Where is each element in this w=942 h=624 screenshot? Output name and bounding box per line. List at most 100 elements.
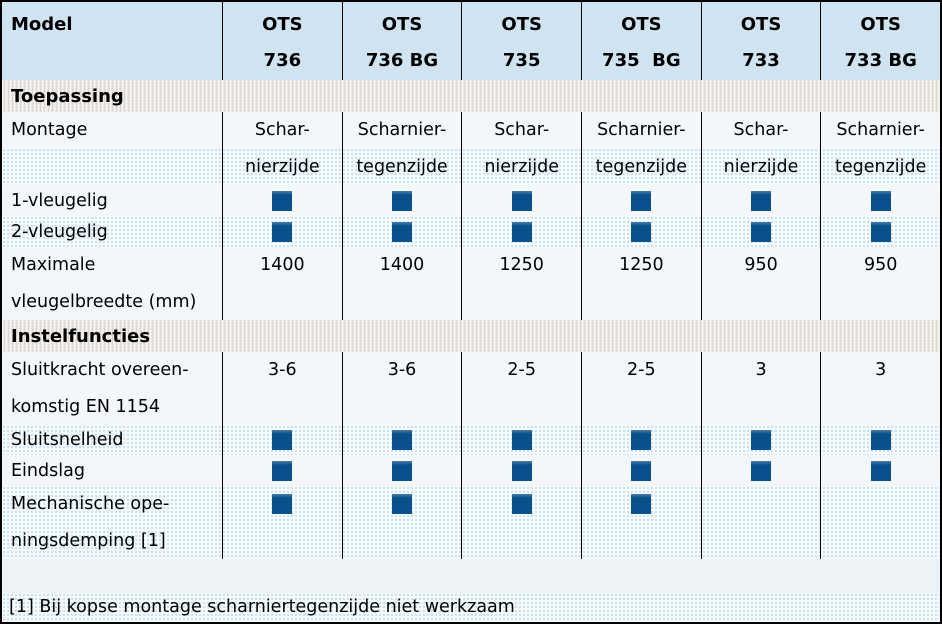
row-label-line: Maximale [11, 255, 96, 275]
value-cell: tegenzijde [820, 148, 940, 185]
square-marker-icon [631, 190, 652, 211]
value-cell: 1250 [461, 247, 581, 320]
table-gap [2, 559, 940, 593]
cell-text: 2-5 [627, 360, 656, 380]
cell-text: 1250 [619, 255, 664, 275]
value-cell [461, 425, 581, 455]
value-cell: Scharnier- [581, 112, 701, 148]
cell-text: 1250 [499, 255, 544, 275]
square-marker-icon [631, 430, 652, 450]
footnote-row: [1] Bij kopse montage scharniertegenzijd… [2, 593, 940, 621]
square-marker-icon [272, 460, 293, 481]
model-header-line2: 736 BG [365, 50, 439, 71]
value-cell [820, 185, 940, 216]
square-marker-icon [392, 221, 412, 242]
row-label-cell: Sluitkracht overeen-komstig EN 1154 [2, 352, 222, 425]
row-label-cell: Maximale vleugelbreedte (mm) [2, 247, 222, 320]
row-label-line: 1-vleugelig [11, 190, 108, 211]
value-cell: 950 [700, 247, 821, 320]
model-header-cell-1: OTS 736 [222, 2, 342, 80]
row-label-cell [2, 148, 222, 185]
square-marker-icon [511, 494, 532, 514]
row-label-line: komstig EN 1154 [11, 396, 161, 417]
square-marker-icon [511, 460, 532, 481]
cell-text: Scharnier- [597, 120, 686, 140]
square-marker-icon [751, 190, 772, 211]
square-marker-icon [272, 494, 293, 514]
cell-text: Schar- [254, 120, 310, 140]
cell-text: 1400 [379, 255, 425, 275]
square-marker-icon [272, 221, 293, 242]
table-row: 1-vleugelig [2, 185, 940, 216]
cell-text: Schar- [733, 120, 789, 140]
value-cell: 3-6 [341, 352, 462, 425]
model-header-line2: 733 BG [844, 50, 917, 71]
square-marker-icon [870, 221, 891, 242]
model-header-line1: OTS [860, 14, 901, 35]
cell-text: 3-6 [387, 360, 417, 380]
value-cell [820, 216, 940, 247]
square-marker-icon [631, 221, 652, 242]
section-title: Instelfuncties [11, 325, 151, 347]
table-row: Eindslag [2, 455, 940, 486]
row-label-line: Sluitkracht overeen- [11, 360, 189, 380]
value-cell: 3 [820, 352, 940, 425]
square-marker-icon [272, 190, 293, 211]
model-header-cell-5: OTS 733 [700, 2, 821, 80]
value-cell [820, 486, 940, 559]
square-marker-icon [392, 190, 412, 211]
value-cell [341, 486, 462, 559]
model-header-label: Model [11, 14, 73, 35]
table-row: Sluitkracht overeen-komstig EN 1154 3-6 3-… [2, 352, 940, 425]
row-label-cell: Montage [2, 112, 222, 148]
square-marker-icon [870, 430, 891, 450]
value-cell [581, 425, 701, 455]
cell-text: 3-6 [268, 360, 297, 380]
cell-text: Schar- [494, 120, 550, 140]
value-cell [341, 216, 462, 247]
value-cell [820, 455, 940, 486]
value-cell [581, 185, 701, 216]
value-cell [461, 455, 581, 486]
value-cell [341, 185, 462, 216]
cell-text: Scharnier- [357, 120, 447, 140]
value-cell: 3 [700, 352, 821, 425]
model-header-line1: OTS [501, 14, 542, 35]
row-label-cell: 1-vleugelig [2, 185, 222, 216]
section-row: Toepassing [2, 80, 940, 112]
value-cell: 1250 [581, 247, 701, 320]
square-marker-icon [751, 221, 772, 242]
value-cell [461, 185, 581, 216]
footnote-text: [1] Bij kopse montage scharniertegenzijd… [9, 597, 515, 617]
cell-text: 950 [744, 255, 778, 275]
value-cell [820, 425, 940, 455]
table-row: nierzijde tegenzijde nierzijde tegenzijde ni… [2, 148, 940, 185]
square-marker-icon [392, 430, 412, 450]
square-marker-icon [751, 460, 772, 481]
value-cell: nierzijde [461, 148, 581, 185]
square-marker-icon [511, 221, 532, 242]
value-cell: 2-5 [461, 352, 581, 425]
square-marker-icon [511, 190, 532, 211]
value-cell [700, 455, 821, 486]
value-cell [700, 216, 821, 247]
square-marker-icon [511, 430, 532, 450]
square-marker-icon [631, 460, 652, 481]
value-cell [341, 425, 462, 455]
table-row: 2-vleugelig [2, 216, 940, 247]
model-header-cell-2: OTS 736 BG [341, 2, 462, 80]
value-cell [341, 455, 462, 486]
value-cell [222, 486, 342, 559]
value-cell: Schar- [700, 112, 821, 148]
square-marker-icon [392, 460, 412, 481]
square-marker-icon [870, 460, 891, 481]
value-cell [222, 185, 342, 216]
value-cell: 3-6 [222, 352, 342, 425]
value-cell: nierzijde [222, 148, 342, 185]
square-marker-icon [631, 494, 652, 514]
value-cell [700, 425, 821, 455]
row-label-line: Eindslag [11, 460, 85, 481]
value-cell [222, 425, 342, 455]
value-cell: 1400 [222, 247, 342, 320]
square-marker-icon [870, 190, 891, 211]
